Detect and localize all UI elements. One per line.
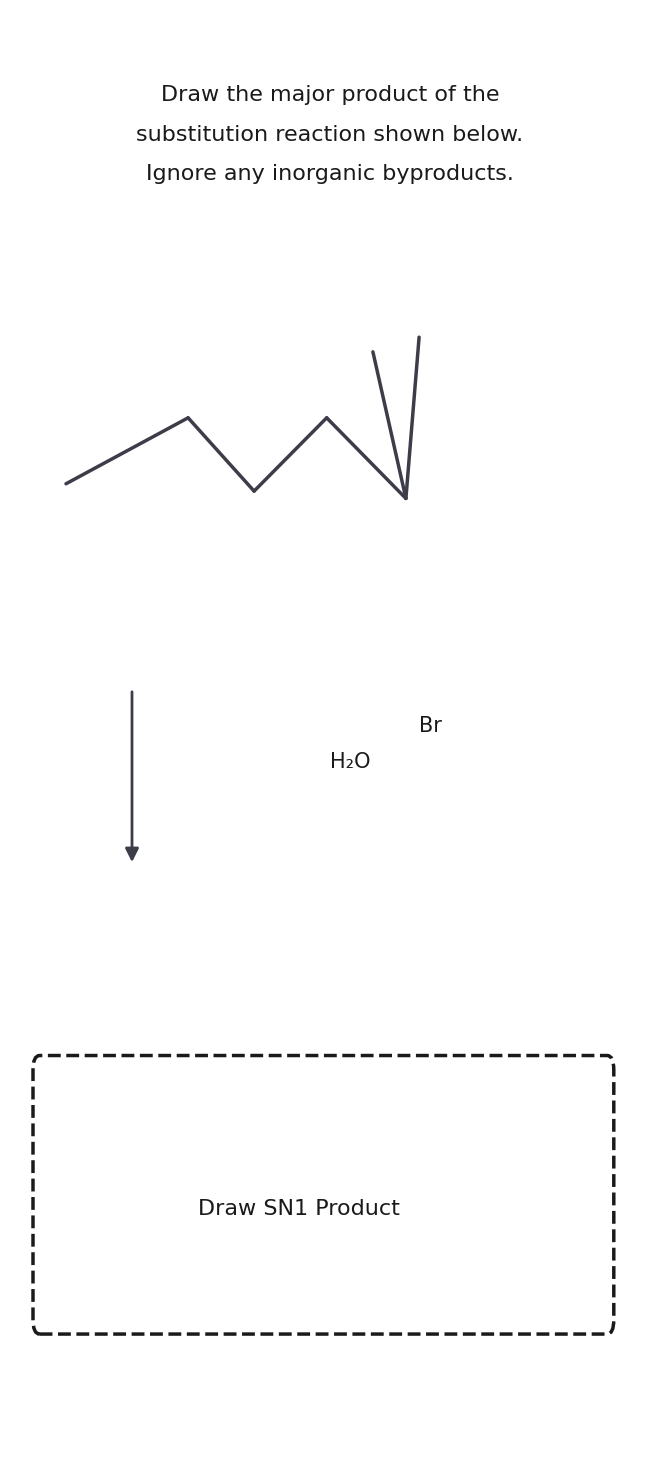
Text: Ignore any inorganic byproducts.: Ignore any inorganic byproducts. [146, 164, 514, 185]
Text: Br: Br [419, 715, 442, 736]
Text: substitution reaction shown below.: substitution reaction shown below. [137, 125, 523, 145]
Text: Draw SN1 Product: Draw SN1 Product [198, 1199, 400, 1220]
Text: Draw the major product of the: Draw the major product of the [161, 85, 499, 106]
Text: H₂O: H₂O [330, 752, 370, 773]
